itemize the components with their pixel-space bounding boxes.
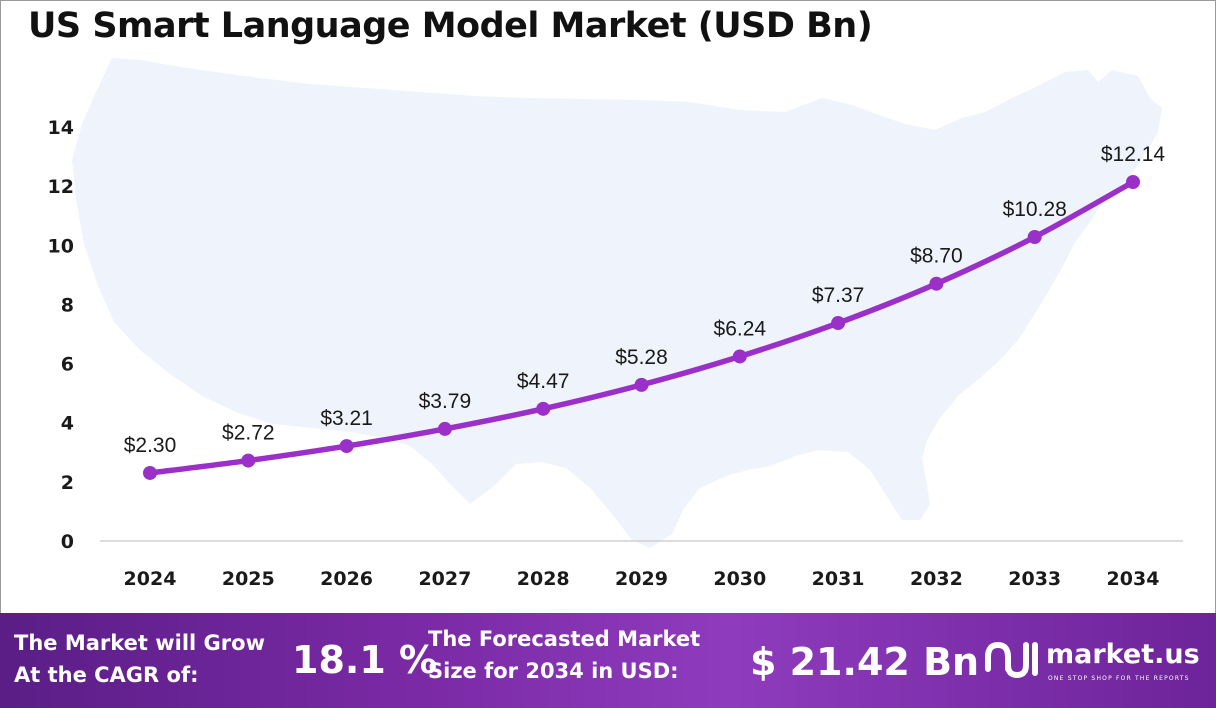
forecast-value: $ 21.42 Bn bbox=[750, 640, 980, 684]
brand-tagline: ONE STOP SHOP FOR THE REPORTS bbox=[1048, 675, 1190, 682]
x-tick-label-2030: 2030 bbox=[713, 568, 766, 590]
x-tick-label-2024: 2024 bbox=[124, 568, 177, 590]
data-label-2033: $10.28 bbox=[1003, 198, 1067, 221]
line-chart: 0 2 4 6 8 10 12 14 2024 2025 2026 2027 2028 2029 2030… bbox=[48, 58, 1183, 590]
data-label-2028: $4.47 bbox=[517, 370, 570, 393]
data-label-2034: $12.14 bbox=[1101, 143, 1166, 166]
data-label-2025: $2.72 bbox=[222, 422, 275, 445]
data-point-2025 bbox=[241, 453, 256, 468]
data-label-2027: $3.79 bbox=[419, 390, 472, 413]
brand-name: market.us bbox=[1046, 639, 1200, 670]
x-tick-label-2028: 2028 bbox=[517, 568, 570, 590]
chart-title: US Smart Language Model Market (USD Bn) bbox=[28, 6, 873, 46]
cagr-label: The Market will Grow At the CAGR of: bbox=[14, 627, 265, 691]
data-point-2032 bbox=[929, 276, 944, 291]
data-label-2031: $7.37 bbox=[812, 284, 865, 307]
footer-banner: The Market will Grow At the CAGR of: 18.… bbox=[0, 613, 1216, 708]
x-tick-label-2025: 2025 bbox=[222, 568, 275, 590]
x-tick-label-2027: 2027 bbox=[418, 568, 471, 590]
cagr-value: 18.1 % bbox=[292, 638, 438, 682]
x-tick-label-2031: 2031 bbox=[812, 568, 865, 590]
y-tick-label-12: 12 bbox=[48, 176, 74, 198]
data-point-2024 bbox=[143, 465, 157, 480]
data-point-2034 bbox=[1126, 175, 1140, 190]
data-point-2029 bbox=[634, 377, 649, 392]
y-tick-label-14: 14 bbox=[48, 117, 74, 139]
data-point-2027 bbox=[437, 421, 452, 436]
data-point-2033 bbox=[1027, 230, 1042, 245]
market-us-logo-icon bbox=[985, 641, 1038, 679]
y-tick-label-6: 6 bbox=[61, 354, 74, 376]
forecast-label-line2: Size for 2034 in USD: bbox=[428, 659, 679, 683]
x-tick-label-2029: 2029 bbox=[615, 568, 668, 590]
data-label-2030: $6.24 bbox=[714, 317, 767, 340]
us-map-background bbox=[72, 58, 1162, 548]
cagr-label-line2: At the CAGR of: bbox=[14, 663, 199, 687]
y-tick-label-8: 8 bbox=[61, 294, 74, 316]
y-tick-label-2: 2 bbox=[61, 472, 74, 494]
data-label-2024: $2.30 bbox=[124, 434, 177, 457]
x-tick-label-2026: 2026 bbox=[320, 568, 373, 590]
x-tick-label-2032: 2032 bbox=[910, 568, 963, 590]
forecast-label: The Forecasted Market Size for 2034 in U… bbox=[428, 623, 700, 687]
forecast-label-line1: The Forecasted Market bbox=[428, 627, 701, 651]
data-point-2026 bbox=[339, 439, 354, 454]
data-label-2026: $3.21 bbox=[320, 407, 373, 430]
data-label-2029: $5.28 bbox=[615, 346, 668, 369]
data-point-2030 bbox=[732, 349, 747, 364]
data-point-2031 bbox=[831, 316, 846, 331]
x-tick-label-2034: 2034 bbox=[1107, 568, 1160, 590]
data-label-2032: $8.70 bbox=[910, 245, 963, 268]
y-tick-label-4: 4 bbox=[61, 413, 74, 435]
data-point-2028 bbox=[536, 401, 551, 416]
cagr-label-line1: The Market will Grow bbox=[14, 631, 265, 655]
y-tick-label-10: 10 bbox=[48, 235, 74, 257]
y-tick-label-0: 0 bbox=[61, 531, 74, 553]
x-tick-label-2033: 2033 bbox=[1008, 568, 1061, 590]
